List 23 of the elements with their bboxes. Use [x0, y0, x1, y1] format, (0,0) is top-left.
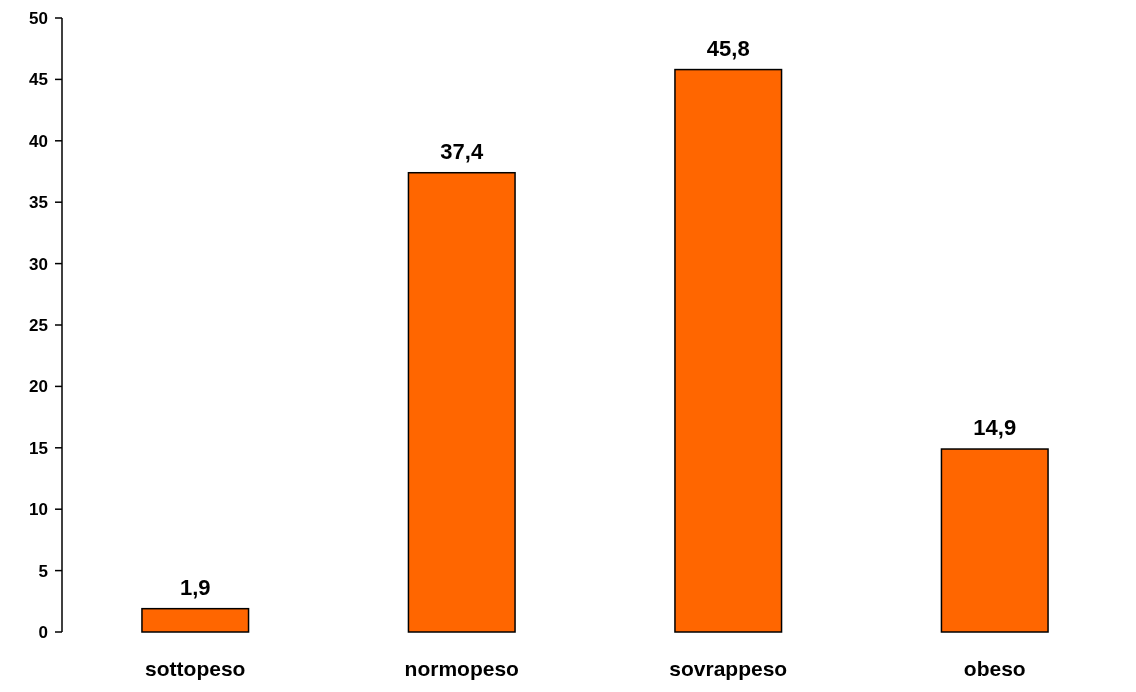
y-tick-label: 0: [38, 622, 48, 642]
y-tick-label: 35: [29, 193, 48, 213]
bar: [674, 68, 783, 633]
bar: [407, 171, 516, 633]
y-tick-label: 10: [29, 500, 48, 520]
data-label: 1,9: [179, 574, 211, 600]
y-tick-label: 45: [29, 70, 48, 90]
x-tick-label: sottopeso: [145, 657, 246, 680]
bar: [141, 607, 250, 633]
y-tick-label: 5: [38, 561, 48, 581]
y-tick-label: 50: [29, 8, 48, 28]
x-tick-label: normopeso: [404, 657, 519, 680]
y-tick-label: 20: [29, 377, 48, 397]
data-label: 45,8: [706, 35, 750, 61]
x-tick-label: obeso: [963, 657, 1026, 680]
data-label: 37,4: [440, 138, 484, 164]
data-label: 14,9: [973, 415, 1017, 441]
y-tick-label: 30: [29, 254, 48, 274]
y-tick-label: 40: [29, 131, 48, 151]
y-tick-label: 25: [29, 315, 48, 335]
y-tick-label: 15: [29, 438, 48, 458]
x-tick-label: sovrappeso: [669, 657, 788, 680]
bar: [940, 448, 1049, 633]
